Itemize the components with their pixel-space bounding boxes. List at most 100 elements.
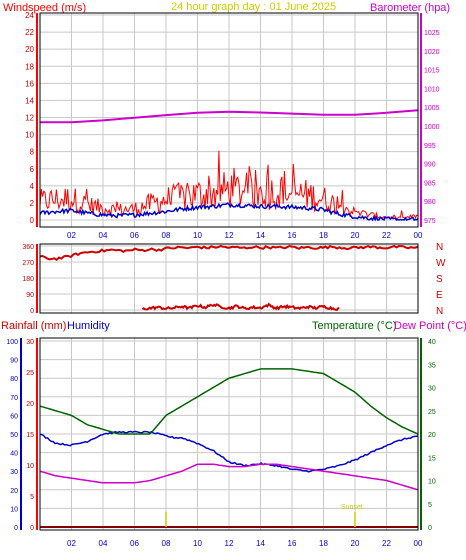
humidity-tick-70: 70 — [10, 395, 18, 402]
temp-x-tick-22: 22 — [382, 539, 391, 548]
sunset-label: Sunset — [341, 504, 363, 511]
windspeed-tick-8: 8 — [30, 148, 35, 157]
rainfall-tick-15: 15 — [26, 432, 34, 439]
rainfall-tick-0: 0 — [30, 525, 34, 532]
windspeed-tick-22: 22 — [25, 28, 34, 37]
humidity-tick-60: 60 — [10, 413, 18, 420]
compass-label-2: S — [436, 274, 443, 285]
direction-panel-series — [39, 244, 419, 311]
wind-panel-frame — [39, 12, 419, 228]
wind-panel-grid — [40, 13, 419, 227]
wind-x-tick-22: 22 — [382, 231, 391, 240]
humidity-tick-80: 80 — [10, 376, 18, 383]
direction-tick-180: 180 — [22, 276, 34, 283]
humidity-tick-50: 50 — [10, 432, 18, 439]
barometer-tick-1020: 1020 — [424, 49, 440, 56]
temperature-tick-0: 0 — [428, 525, 432, 532]
temperature-tick-10: 10 — [428, 479, 436, 486]
barometer-axis-title: Barometer (hpa) — [370, 2, 450, 14]
barometer-tick-995: 995 — [424, 143, 436, 150]
humidity-tick-40: 40 — [10, 451, 18, 458]
temp-x-tick-20: 20 — [351, 539, 360, 548]
temperature-tick-40: 40 — [428, 339, 436, 346]
temp-x-tick-18: 18 — [319, 539, 328, 548]
temp-x-tick-10: 10 — [193, 539, 202, 548]
compass-label-3: E — [436, 290, 443, 301]
temp-x-tick-00: 00 — [414, 539, 423, 548]
direction-tick-270: 270 — [22, 260, 34, 267]
wind-x-tick-10: 10 — [193, 231, 202, 240]
direction-tick-90: 90 — [26, 292, 34, 299]
wind-direction-trace-1 — [141, 302, 340, 311]
rainfall-tick-30: 30 — [26, 339, 34, 346]
compass-label-0: N — [436, 242, 443, 253]
temp-x-tick-12: 12 — [225, 539, 234, 548]
temp-x-tick-14: 14 — [256, 539, 265, 548]
humidity-tick-100: 100 — [6, 339, 18, 346]
windspeed-average-line — [39, 202, 419, 222]
wind-x-tick-02: 02 — [67, 231, 76, 240]
dewpoint-axis-title: Dew Point (°C) — [394, 320, 466, 332]
rainfall-tick-10: 10 — [26, 463, 34, 470]
wind-x-tick-04: 04 — [99, 231, 108, 240]
wind-panel-series — [39, 109, 419, 222]
humidity-tick-90: 90 — [10, 358, 18, 365]
temperature-tick-30: 30 — [428, 386, 436, 393]
windspeed-tick-18: 18 — [25, 62, 34, 71]
windspeed-tick-14: 14 — [25, 96, 34, 105]
windspeed-tick-6: 6 — [30, 165, 35, 174]
humidity-tick-10: 10 — [10, 506, 18, 513]
wind-x-tick-06: 06 — [130, 231, 139, 240]
temp-x-tick-16: 16 — [288, 539, 297, 548]
chart-title: 24 hour graph day : 01 June 2025 — [171, 1, 336, 13]
temperature-tick-15: 15 — [428, 455, 436, 462]
barometer-line — [40, 109, 419, 124]
windspeed-tick-16: 16 — [25, 79, 34, 88]
wind-x-tick-08: 08 — [162, 231, 171, 240]
temperature-tick-20: 20 — [428, 432, 436, 439]
temperature-tick-35: 35 — [428, 362, 436, 369]
barometer-tick-1015: 1015 — [424, 68, 440, 75]
rainfall-tick-20: 20 — [26, 401, 34, 408]
humidity-axis-title: Humidity — [67, 320, 110, 332]
humidity-tick-0: 0 — [14, 525, 18, 532]
wind-x-tick-00: 00 — [414, 231, 423, 240]
barometer-tick-990: 990 — [424, 162, 436, 169]
temperature-tick-5: 5 — [428, 502, 432, 509]
barometer-tick-985: 985 — [424, 180, 436, 187]
barometer-tick-1025: 1025 — [424, 30, 440, 37]
barometer-tick-1005: 1005 — [424, 105, 440, 112]
temperature-panel-frame — [39, 337, 419, 531]
windspeed-tick-12: 12 — [25, 114, 34, 123]
wind-x-tick-14: 14 — [256, 231, 265, 240]
windspeed-tick-10: 10 — [25, 131, 34, 140]
direction-tick-0: 0 — [30, 308, 34, 315]
temperature-line — [39, 368, 419, 435]
direction-panel-frame — [39, 243, 419, 314]
barometer-tick-975: 975 — [424, 218, 436, 225]
humidity-line — [39, 430, 419, 473]
temperature-panel-axes: 0102030405060708090100051015202530051015… — [6, 338, 436, 548]
windspeed-tick-2: 2 — [30, 199, 35, 208]
barometer-tick-1000: 1000 — [424, 124, 440, 131]
compass-label-1: W — [436, 258, 446, 269]
temp-x-tick-08: 08 — [162, 539, 171, 548]
wind-panel-axes: 0246810121416182022249759809859909951000… — [25, 11, 440, 240]
temp-x-tick-02: 02 — [67, 539, 76, 548]
humidity-tick-30: 30 — [10, 469, 18, 476]
wind-x-tick-18: 18 — [319, 231, 328, 240]
barometer-tick-980: 980 — [424, 199, 436, 206]
wind-direction-trace-0 — [39, 244, 419, 262]
humidity-tick-20: 20 — [10, 488, 18, 495]
temperature-tick-25: 25 — [428, 409, 436, 416]
windspeed-axis-title: Windspeed (m/s) — [3, 2, 86, 14]
windspeed-tick-4: 4 — [30, 182, 35, 191]
windspeed-tick-24: 24 — [25, 11, 34, 20]
dewpoint-line — [39, 463, 419, 491]
rainfall-axis-title: Rainfall (mm) — [1, 320, 66, 332]
windspeed-tick-0: 0 — [30, 216, 35, 225]
barometer-tick-1010: 1010 — [424, 86, 440, 93]
